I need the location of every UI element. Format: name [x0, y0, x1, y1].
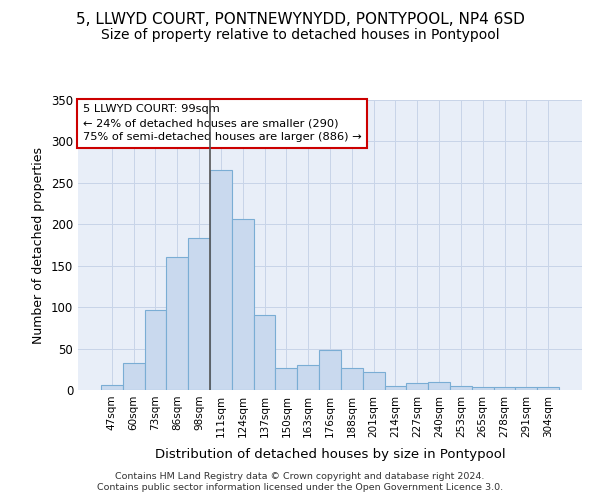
Bar	[101, 385, 123, 390]
Bar	[341, 368, 363, 390]
Bar	[537, 386, 559, 390]
Bar	[145, 310, 166, 390]
X-axis label: Distribution of detached houses by size in Pontypool: Distribution of detached houses by size …	[155, 448, 505, 461]
Bar	[472, 386, 494, 390]
Bar	[515, 386, 537, 390]
Text: 5, LLWYD COURT, PONTNEWYNYDD, PONTYPOOL, NP4 6SD: 5, LLWYD COURT, PONTNEWYNYDD, PONTYPOOL,…	[76, 12, 524, 28]
Text: Contains HM Land Registry data © Crown copyright and database right 2024.: Contains HM Land Registry data © Crown c…	[115, 472, 485, 481]
Text: 5 LLWYD COURT: 99sqm
← 24% of detached houses are smaller (290)
75% of semi-deta: 5 LLWYD COURT: 99sqm ← 24% of detached h…	[83, 104, 362, 142]
Y-axis label: Number of detached properties: Number of detached properties	[32, 146, 46, 344]
Bar	[385, 386, 406, 390]
Bar	[450, 386, 472, 390]
Bar	[188, 238, 210, 390]
Bar	[494, 386, 515, 390]
Text: Contains public sector information licensed under the Open Government Licence 3.: Contains public sector information licen…	[97, 484, 503, 492]
Bar	[210, 170, 232, 390]
Bar	[363, 372, 385, 390]
Bar	[232, 220, 254, 390]
Bar	[254, 316, 275, 390]
Bar	[166, 258, 188, 390]
Bar	[275, 368, 297, 390]
Bar	[123, 362, 145, 390]
Bar	[406, 382, 428, 390]
Bar	[428, 382, 450, 390]
Bar	[319, 350, 341, 390]
Text: Size of property relative to detached houses in Pontypool: Size of property relative to detached ho…	[101, 28, 499, 42]
Bar	[297, 365, 319, 390]
